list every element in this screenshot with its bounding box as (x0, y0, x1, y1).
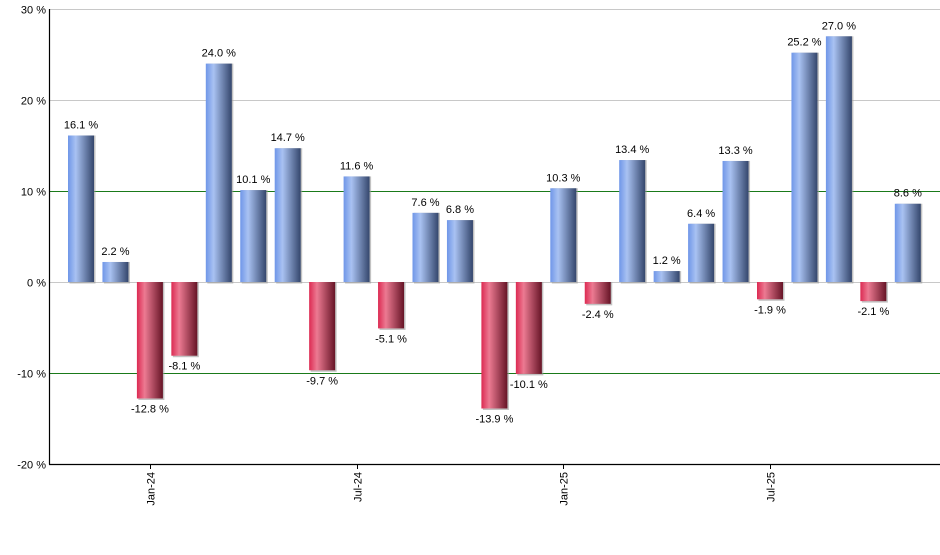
bar-value-label: 13.3 % (718, 145, 752, 157)
bar-value-label: 24.0 % (202, 48, 236, 60)
bar-undefined (894, 203, 921, 282)
bar-Apr-25 (653, 271, 680, 282)
bar-value-label: 25.2 % (787, 37, 821, 49)
bar-Jan-25 (550, 188, 577, 282)
bar-value-label: -5.1 % (375, 333, 407, 345)
x-tick-label: Jul-25 (766, 472, 778, 502)
bar-Nov-23 (68, 135, 94, 282)
x-tick-label: Jul-24 (353, 472, 365, 502)
bar-Dec-24 (515, 282, 542, 374)
y-tick-label: 20 % (21, 96, 46, 108)
bar-Jul-25 (757, 282, 783, 300)
y-tick-label: 30 % (21, 5, 46, 17)
bar-Sep-25 (825, 36, 852, 282)
y-tick-label: -20 % (17, 460, 46, 472)
bars (68, 36, 923, 410)
bar-Mar-25 (619, 160, 646, 282)
bar-value-label: 11.6 % (340, 160, 374, 172)
y-tick-label: 10 % (21, 187, 46, 199)
bar-value-label: 27.0 % (822, 20, 856, 32)
bar-Sep-24 (412, 212, 439, 282)
bar-Aug-25 (791, 52, 818, 283)
bar-value-label: -12.8 % (131, 403, 169, 415)
bar-Dec-23 (102, 261, 129, 282)
bar-value-label: 6.8 % (446, 204, 474, 216)
bar-value-label: -8.1 % (168, 361, 200, 373)
bar-value-label: 8.6 % (894, 188, 922, 200)
bar-Jan-24 (136, 282, 163, 399)
bar-value-label: -2.1 % (857, 306, 889, 318)
x-tick-label: Jan-25 (559, 472, 571, 506)
bar-Apr-24 (240, 190, 267, 282)
bar-Jul-24 (343, 176, 370, 282)
bar-Feb-24 (171, 282, 198, 356)
bar-value-label: 16.1 % (64, 119, 98, 131)
bar-Nov-24 (481, 282, 508, 409)
bar-value-label: -1.9 % (754, 304, 786, 316)
bar-Jun-24 (309, 282, 336, 371)
bar-value-label: 6.4 % (687, 208, 715, 220)
bar-value-label: 7.6 % (411, 197, 439, 209)
y-tick-label: -10 % (17, 369, 46, 381)
axes: -20 % -10 % 0 % 10 % 20 % 30 % Jan-24 Jul-24 Jan… (17, 5, 940, 506)
bar-Jun-25 (722, 160, 749, 282)
bar-value-label: 10.1 % (236, 174, 270, 186)
bar-Oct-24 (446, 220, 473, 282)
bar-value-label: -10.1 % (510, 379, 548, 391)
bar-Oct-25 (860, 282, 887, 302)
bar-value-label: -9.7 % (306, 375, 338, 387)
bar-value-label: -13.9 % (475, 413, 513, 425)
bar-Mar-24 (205, 63, 232, 282)
bar-May-24 (274, 148, 301, 282)
value-labels: 16.1 % 2.2 % -12.8 % -8.1 % 24.0 % 10.1 % 14.7… (64, 20, 922, 425)
bar-value-label: 13.4 % (615, 144, 649, 156)
bar-value-label: 1.2 % (653, 255, 681, 267)
bar-May-25 (688, 223, 715, 282)
x-tick-label: Jan-24 (146, 472, 158, 506)
bar-Aug-24 (378, 282, 405, 329)
bar-value-label: 2.2 % (101, 246, 129, 258)
bar-value-label: 14.7 % (271, 132, 305, 144)
bar-value-label: -2.4 % (582, 309, 614, 321)
bar-Feb-25 (584, 282, 611, 304)
bar-value-label: 10.3 % (546, 172, 580, 184)
y-tick-label: 0 % (27, 278, 46, 290)
